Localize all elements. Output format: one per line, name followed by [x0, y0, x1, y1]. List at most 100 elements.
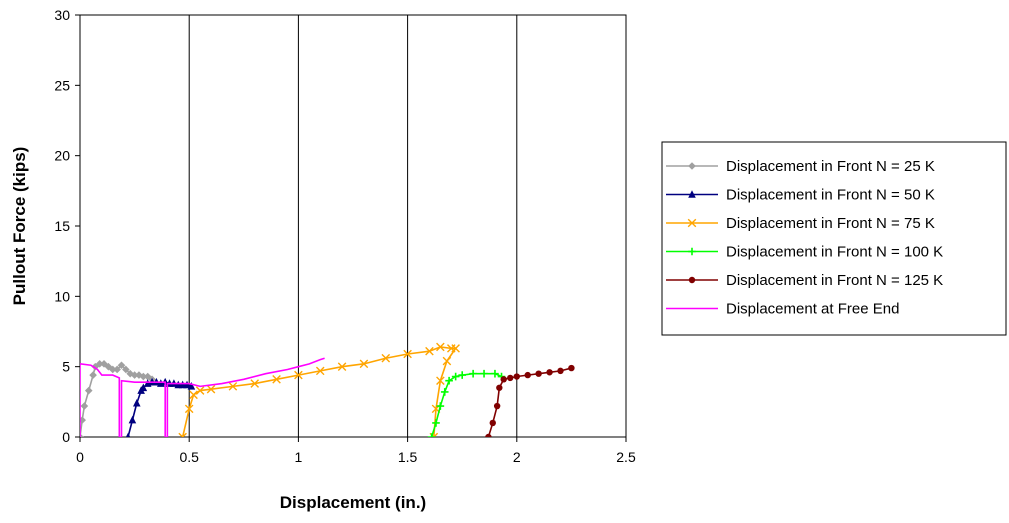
series-6 — [80, 357, 325, 437]
data-point — [507, 374, 514, 382]
legend-label: Displacement in Front N = 25 K — [726, 158, 935, 175]
data-point — [451, 372, 460, 381]
data-point — [469, 369, 477, 378]
x-tick-label: 0 — [76, 449, 84, 465]
legend-item: Displacement in Front N = 25 K — [666, 158, 935, 175]
data-point — [442, 356, 452, 366]
data-point — [440, 388, 449, 396]
plot-area — [80, 15, 626, 437]
y-tick-label: 25 — [54, 77, 70, 93]
x-tick-label: 2 — [513, 449, 521, 465]
y-tick-label: 15 — [54, 218, 70, 234]
data-point — [104, 362, 113, 371]
data-point — [403, 349, 412, 359]
data-point — [95, 360, 104, 368]
x-tick-label: 2.5 — [616, 449, 636, 465]
data-point — [130, 371, 139, 379]
data-point — [315, 366, 325, 376]
data-point — [557, 367, 564, 375]
data-point — [143, 372, 152, 381]
y-tick-label: 10 — [54, 288, 70, 304]
legend-item: Displacement in Front N = 75 K — [666, 215, 935, 232]
legend-marker — [688, 162, 696, 170]
series-line — [181, 346, 458, 437]
data-point — [485, 433, 492, 437]
legend-label: Displacement in Front N = 100 K — [726, 244, 943, 261]
data-point — [135, 371, 143, 379]
y-tick-label: 5 — [62, 359, 70, 375]
x-tick-label: 0.5 — [179, 449, 199, 465]
data-point — [178, 432, 187, 437]
data-point — [228, 382, 238, 391]
y-axis-title: Pullout Force (kips) — [10, 147, 29, 306]
data-point — [436, 402, 445, 410]
data-point — [183, 380, 191, 389]
legend-marker — [687, 218, 697, 228]
data-point — [125, 432, 131, 437]
data-point — [480, 369, 488, 378]
data-point — [80, 416, 86, 424]
legend-item: Displacement in Front N = 100 K — [666, 244, 943, 261]
data-point — [80, 402, 89, 410]
data-point — [432, 419, 440, 427]
data-point — [493, 402, 501, 410]
data-point — [546, 369, 553, 376]
data-point — [139, 383, 148, 392]
data-point — [122, 365, 130, 374]
data-point — [513, 373, 520, 380]
data-point — [496, 384, 503, 391]
series-line — [80, 357, 325, 437]
data-point — [206, 384, 216, 394]
legend-item: Displacement in Front N = 50 K — [666, 187, 935, 204]
data-point — [436, 342, 445, 352]
data-point — [113, 365, 121, 374]
axis-ticks: 0 0.5 1 1.5 2 2.5 0 5 10 15 20 25 30 — [54, 7, 636, 465]
data-point — [425, 346, 434, 356]
data-point — [568, 364, 575, 372]
data-point — [117, 361, 126, 370]
legend-item: Displacement at Free End — [666, 301, 899, 318]
data-point — [189, 390, 198, 400]
data-point — [80, 433, 84, 437]
data-point — [451, 344, 460, 353]
x-tick-label: 1.5 — [398, 449, 418, 465]
legend: Displacement in Front N = 25 K Displaceme… — [666, 158, 943, 318]
data-point — [491, 369, 499, 378]
series-1 — [80, 360, 156, 437]
legend-marker — [688, 276, 696, 284]
data-point — [139, 372, 148, 381]
data-point — [436, 376, 445, 386]
series-layer — [80, 342, 575, 437]
data-point — [294, 370, 303, 380]
data-point — [272, 375, 281, 384]
data-point — [500, 376, 507, 383]
data-point — [524, 371, 531, 379]
data-point — [359, 359, 369, 369]
data-point — [445, 376, 453, 385]
data-point — [132, 398, 141, 407]
x-axis-title: Displacement (in.) — [280, 493, 426, 512]
y-tick-label: 0 — [62, 429, 70, 445]
data-point — [126, 369, 135, 378]
data-point — [337, 362, 347, 371]
data-point — [84, 386, 93, 395]
data-point — [128, 415, 137, 424]
legend-box — [661, 141, 1007, 336]
data-point — [381, 353, 391, 363]
series-4 — [427, 369, 506, 437]
legend-label: Displacement in Front N = 125 K — [726, 272, 943, 289]
legend-marker — [688, 190, 696, 198]
legend-marker — [688, 247, 696, 256]
series-5 — [485, 364, 575, 437]
data-point — [489, 419, 496, 427]
data-point — [535, 370, 542, 377]
y-tick-label: 20 — [54, 148, 70, 164]
gridlines — [188, 15, 518, 437]
data-point — [89, 371, 97, 379]
data-point — [427, 433, 436, 437]
legend-item: Displacement in Front N = 125 K — [666, 272, 943, 289]
data-point — [195, 386, 205, 395]
legend-label: Displacement in Front N = 50 K — [726, 187, 935, 204]
x-tick-label: 1 — [295, 449, 303, 465]
